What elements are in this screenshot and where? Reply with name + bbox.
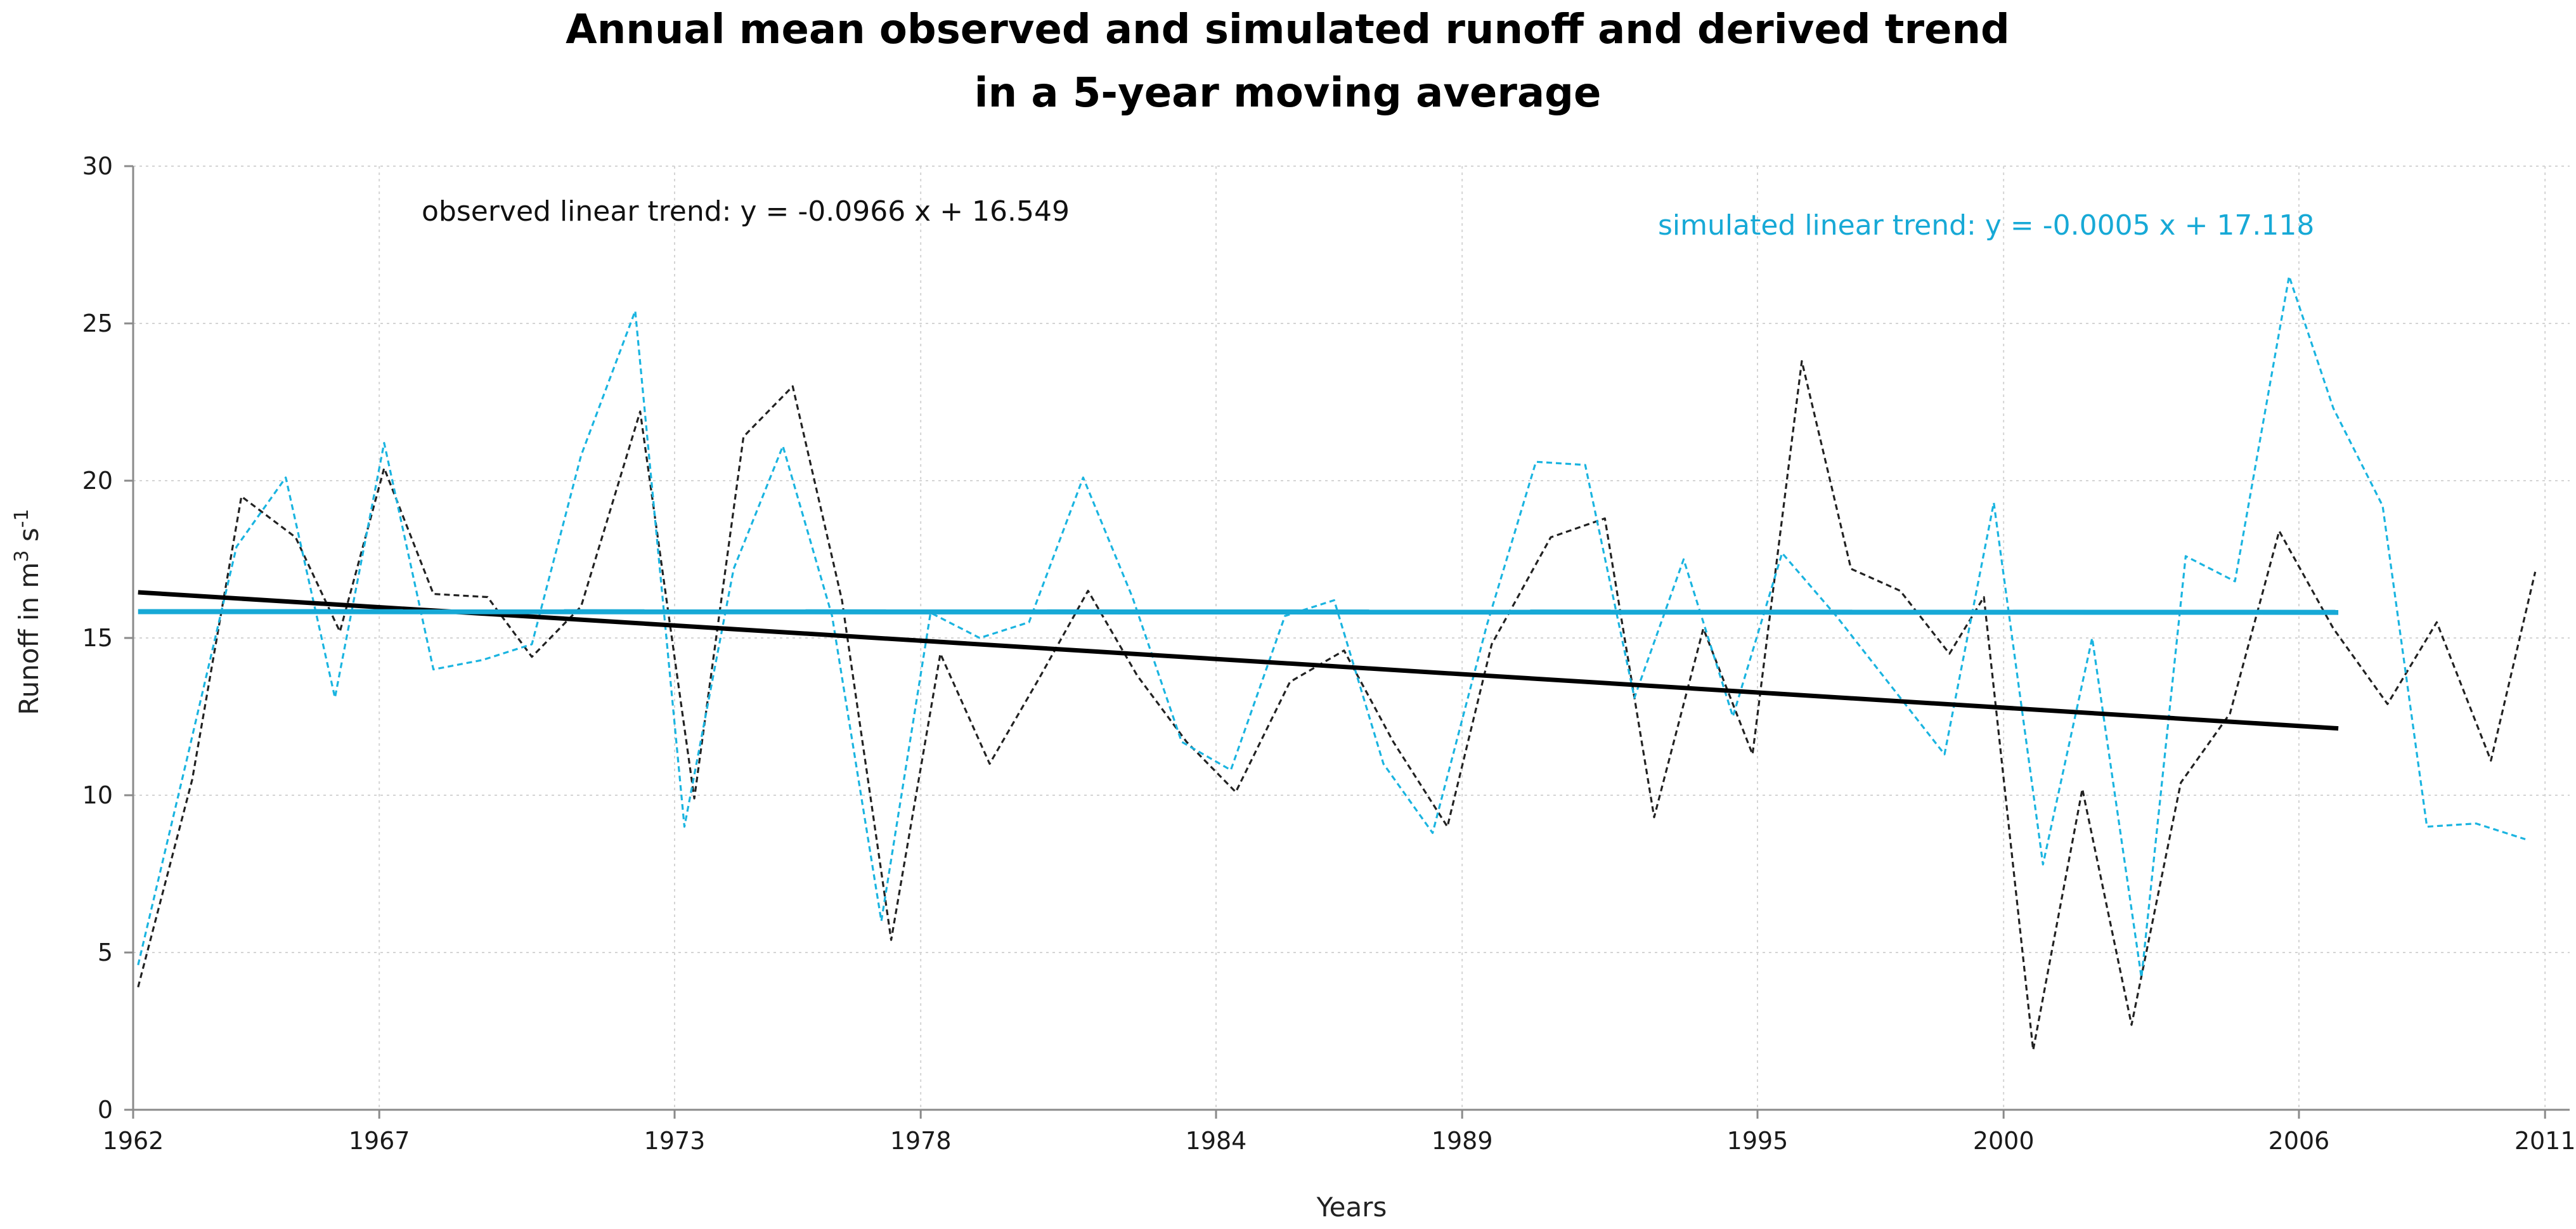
x-tick-label: 2000 bbox=[1973, 1127, 2035, 1155]
y-axis-title-exp2: -1 bbox=[11, 509, 33, 528]
chart-title-line-1: Annual mean observed and simulated runof… bbox=[566, 6, 2010, 53]
x-tick-label: 1973 bbox=[644, 1127, 706, 1155]
trend-lines bbox=[138, 590, 2339, 731]
observed-series-line bbox=[137, 360, 2537, 1051]
y-axis-title-exp1: 3 bbox=[11, 550, 33, 562]
x-tick-label: 1989 bbox=[1432, 1127, 1493, 1155]
simulated-trend-annotation: simulated linear trend: y = -0.0005 x + … bbox=[1658, 209, 2314, 242]
y-tick-label: 5 bbox=[98, 939, 113, 966]
x-tick-label: 1978 bbox=[890, 1127, 952, 1155]
axes bbox=[124, 165, 2570, 1119]
x-tick-label: 1967 bbox=[349, 1127, 410, 1155]
y-tick-label: 30 bbox=[82, 152, 113, 180]
x-tick-label: 2011 bbox=[2515, 1127, 2576, 1155]
x-tick-label: 1984 bbox=[1186, 1127, 1247, 1155]
grid-lines bbox=[133, 166, 2570, 1110]
tick-labels: 0 5 10 15 20 25 30 1962 1967 1973 1978 1984 1989 1995… bbox=[82, 152, 2576, 1155]
x-tick-label: 2006 bbox=[2269, 1127, 2330, 1155]
y-tick-label: 25 bbox=[82, 309, 113, 337]
y-tick-label: 10 bbox=[82, 781, 113, 809]
chart-title-line-2: in a 5-year moving average bbox=[974, 70, 1602, 117]
y-tick-label: 15 bbox=[82, 624, 113, 652]
x-tick-label: 1995 bbox=[1727, 1127, 1789, 1155]
simulated-trend-line bbox=[138, 609, 2339, 615]
x-axis-title: Years bbox=[1316, 1192, 1387, 1223]
observed-trend-line bbox=[138, 590, 2339, 731]
x-tick-label: 1962 bbox=[103, 1127, 164, 1155]
y-axis-title-mid: s bbox=[13, 528, 44, 550]
y-tick-label: 0 bbox=[98, 1096, 113, 1124]
simulated-series-line bbox=[137, 275, 2526, 979]
y-axis-title: Runoff in m3 s-1 bbox=[11, 509, 44, 715]
y-axis-title-main: Runoff in m bbox=[13, 562, 44, 715]
data-series bbox=[137, 275, 2537, 1051]
y-tick-label: 20 bbox=[82, 467, 113, 495]
observed-trend-annotation: observed linear trend: y = -0.0966 x + 1… bbox=[422, 195, 1070, 228]
